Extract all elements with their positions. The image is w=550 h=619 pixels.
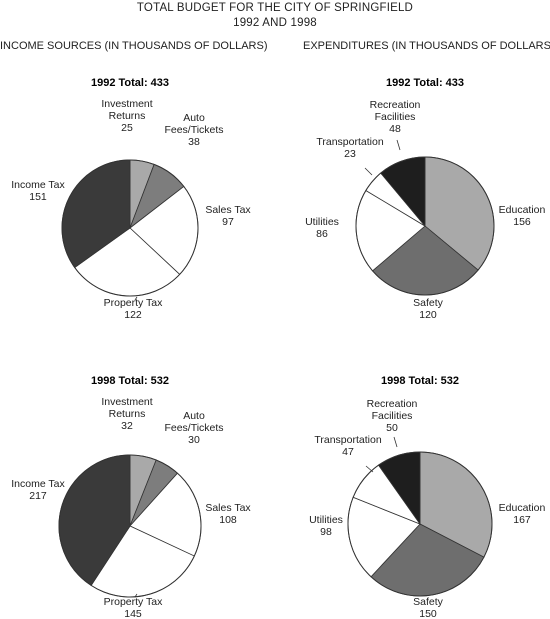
- slice-label-investment-returns: Investment Returns 32: [101, 396, 152, 432]
- slice-label-property-tax: Property Tax 145: [104, 596, 163, 619]
- slice-label-investment-returns: Investment Returns 25: [101, 98, 152, 134]
- leader-line: [134, 296, 138, 301]
- slice-label-income-tax: Income Tax 217: [11, 478, 65, 502]
- slice-label-safety: Safety 120: [413, 297, 444, 321]
- chart-title: 1992 Total: 433: [91, 77, 169, 89]
- slice-label-income-tax: Income Tax 151: [11, 179, 65, 203]
- slice-label-property-tax: Property Tax 122: [104, 297, 163, 321]
- page-subtitle: 1992 AND 1998: [233, 17, 317, 29]
- slice-value: 25: [121, 122, 133, 134]
- slice-value: 156: [513, 216, 531, 228]
- slice-value: 167: [513, 514, 531, 526]
- slice-label-recreation-facilities: Recreation Facilities 50: [367, 398, 418, 434]
- slice-value: 217: [29, 490, 47, 502]
- leader-line: [134, 593, 138, 598]
- slice-label-auto-fees-tickets: Auto Fees/Tickets 38: [164, 112, 223, 148]
- pie-outline: [61, 159, 199, 297]
- slice-label-transportation: Transportation 23: [316, 136, 383, 160]
- income-section-heading: INCOME SOURCES (IN THOUSANDS OF DOLLARS): [0, 40, 268, 52]
- slice-label-sales-tax: Sales Tax 97: [205, 204, 251, 228]
- slice-value: 120: [419, 309, 437, 321]
- slice-label-transportation: Transportation 47: [314, 434, 381, 458]
- pie-chart-3: 1998 Total: 532 Investment Returns 32 Auto Fe…: [11, 375, 251, 619]
- slice-label-utilities: Utilities 98: [309, 514, 343, 538]
- slice-value: 150: [419, 608, 437, 619]
- chart-title: 1992 Total: 433: [386, 77, 464, 89]
- chart-title: 1998 Total: 532: [381, 375, 459, 387]
- leader-line: [393, 436, 398, 448]
- slice-value: 23: [344, 148, 356, 160]
- slice-value: 145: [124, 608, 142, 619]
- leader-line: [396, 139, 401, 151]
- slice-value: 122: [124, 309, 142, 321]
- slice-value: 108: [219, 514, 237, 526]
- pie-chart-1: 1992 Total: 433 Investment Returns 25 Auto Fe…: [11, 77, 251, 321]
- slice-label-auto-fees-tickets: Auto Fees/Tickets 30: [164, 410, 223, 446]
- slice-value: 32: [121, 420, 133, 432]
- chart-title: 1998 Total: 532: [91, 375, 169, 387]
- page-title: TOTAL BUDGET FOR THE CITY OF SPRINGFIELD: [136, 2, 414, 14]
- expenditure-section-heading: EXPENDITURES (IN THOUSANDS OF DOLLARS): [303, 40, 550, 52]
- slice-value: 50: [386, 422, 398, 434]
- slice-value: 47: [342, 446, 354, 458]
- pie-chart-4: 1998 Total: 532 Education 167 Safety 150 Util…: [309, 375, 545, 619]
- pie-chart-2: 1992 Total: 433 Education 156 Safety 120 Util…: [305, 77, 545, 321]
- slice-label-utilities: Utilities 86: [305, 216, 339, 240]
- pie-outline: [347, 451, 493, 597]
- slice-label-sales-tax: Sales Tax 108: [205, 502, 251, 526]
- slice-value: 38: [188, 136, 200, 148]
- slice-value: 30: [188, 434, 200, 446]
- slice-value: 98: [320, 526, 332, 538]
- slice-label-safety: Safety 150: [413, 596, 444, 619]
- leader-line: [365, 465, 374, 473]
- slice-label-education: Education 156: [499, 204, 546, 228]
- slice-label-education: Education 167: [499, 502, 546, 526]
- pie-outline: [58, 454, 202, 598]
- slice-value: 48: [389, 123, 401, 135]
- pie-outline: [355, 156, 495, 296]
- slice-value: 151: [29, 191, 47, 203]
- leader-line: [364, 167, 373, 176]
- slice-value: 97: [222, 216, 234, 228]
- slice-label-recreation-facilities: Recreation Facilities 48: [370, 99, 421, 135]
- slice-value: 86: [316, 228, 328, 240]
